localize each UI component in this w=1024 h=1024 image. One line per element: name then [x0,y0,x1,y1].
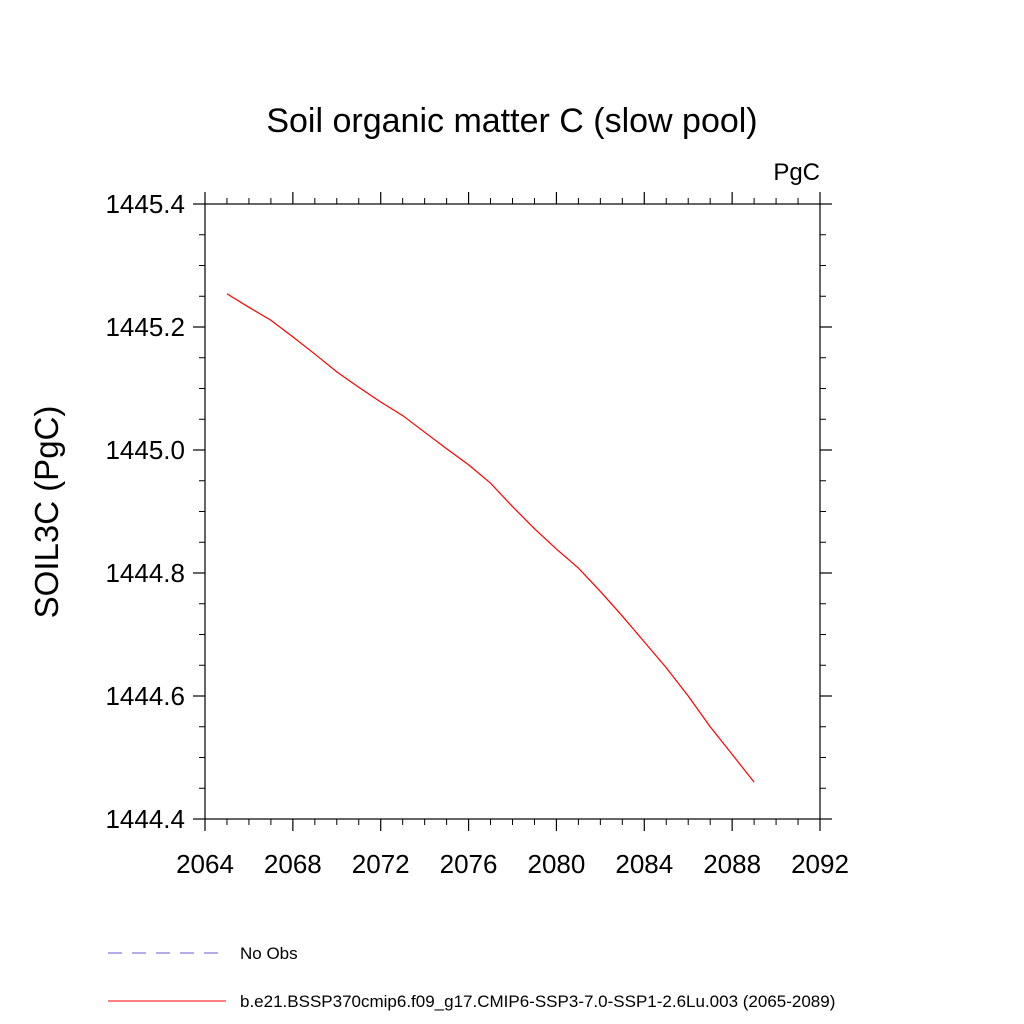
y-tick-label: 1445.4 [105,189,185,219]
y-tick-label: 1445.2 [105,312,185,342]
x-tick-label: 2080 [528,849,586,879]
legend-label-1: b.e21.BSSP370cmip6.f09_g17.CMIP6-SSP3-7.… [240,992,835,1011]
x-tick-label: 2084 [615,849,673,879]
x-tick-label: 2068 [264,849,322,879]
x-tick-label: 2076 [440,849,498,879]
y-tick-label: 1444.8 [105,558,185,588]
units-label: PgC [773,159,820,186]
series-line-0 [226,293,755,783]
plot-frame [204,203,821,820]
y-tick-label: 1445.0 [105,435,185,465]
series-group [226,293,755,783]
y-axis-label: SOIL3C (PgC) [28,406,65,619]
legend-label-0: No Obs [240,944,298,963]
y-tick-label: 1444.4 [105,804,185,834]
y-tick-label: 1444.6 [105,681,185,711]
legend: No Obs b.e21.BSSP370cmip6.f09_g17.CMIP6-S… [108,944,835,1011]
axis-ticks [193,192,832,831]
tick-labels: 2064 2068 2072 2076 2080 2084 2088 2092 1444.4 14… [105,189,848,879]
chart-title: Soil organic matter C (slow pool) [266,102,757,140]
x-tick-label: 2092 [791,849,849,879]
x-tick-label: 2072 [352,849,410,879]
x-tick-label: 2088 [703,849,761,879]
x-tick-label: 2064 [176,849,234,879]
